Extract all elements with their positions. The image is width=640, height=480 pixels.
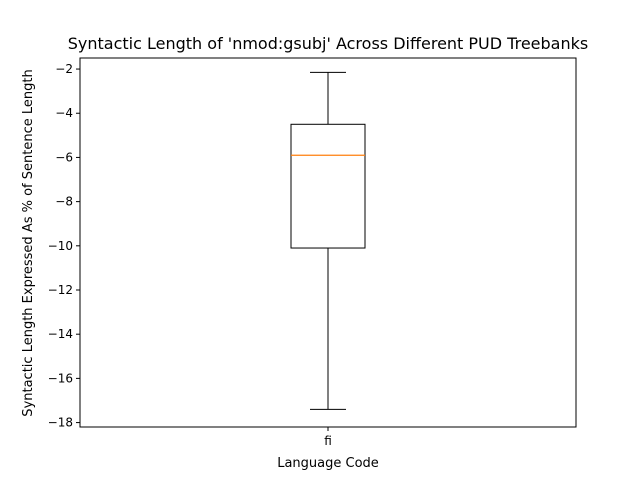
x-axis-label: Language Code [277, 456, 379, 471]
y-tick-label: −12 [48, 283, 73, 297]
chart-title: Syntactic Length of 'nmod:gsubj' Across … [68, 34, 588, 53]
y-tick-label: −10 [48, 239, 73, 253]
y-tick-label: −14 [48, 327, 73, 341]
y-tick-label: −2 [55, 62, 73, 76]
y-tick-label: −4 [55, 106, 73, 120]
y-tick-label: −6 [55, 150, 73, 164]
y-tick-label: −8 [55, 195, 73, 209]
x-tick-label: fi [324, 434, 332, 448]
plot-area: −18 −16 −14 −12 −10 −8 −6 −4 −2 fi [48, 57, 577, 448]
y-tick-label: −18 [48, 416, 73, 430]
box-iqr [290, 123, 366, 249]
y-axis-label: Syntactic Length Expressed As % of Sente… [21, 69, 36, 416]
y-tick-label: −16 [48, 371, 73, 385]
